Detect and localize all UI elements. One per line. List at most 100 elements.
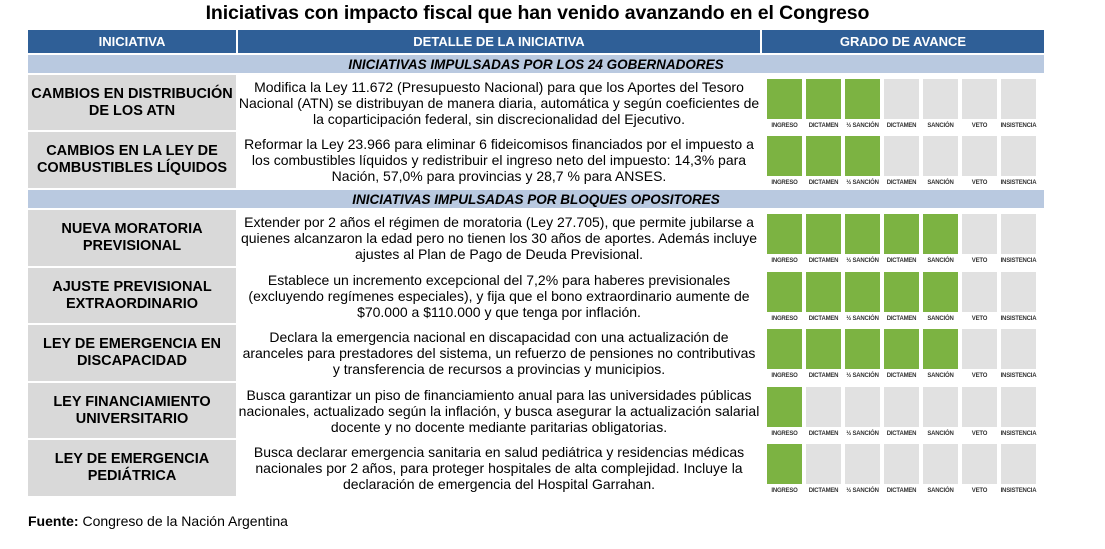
header-detail: DETALLE DE LA INICIATIVA — [238, 30, 762, 55]
stage-label: INSISTENCIA — [1000, 258, 1037, 264]
initiative-detail: Busca declarar emergencia sanitaria en s… — [238, 440, 762, 498]
stage: SANCIÓN — [923, 444, 958, 494]
stage: DICTAMEN — [806, 272, 841, 322]
stage: ½ SANCIÓN — [845, 214, 880, 264]
initiative-row: LEY FINANCIAMIENTO UNIVERSITARIO Busca ga… — [28, 383, 1044, 440]
source-note: Fuente: Congreso de la Nación Argentina — [28, 513, 288, 529]
stage: INSISTENCIA — [1000, 214, 1037, 264]
page-title: Iniciativas con impacto fiscal que han v… — [205, 2, 870, 24]
stage-label: VETO — [971, 123, 988, 129]
stage-label: SANCIÓN — [927, 180, 954, 186]
stage: DICTAMEN — [884, 444, 919, 494]
stage-label: SANCIÓN — [927, 316, 954, 322]
stage-box-pending — [962, 444, 997, 484]
stage-label: INGRESO — [771, 258, 798, 264]
initiative-row: LEY DE EMERGENCIA EN DISCAPACIDAD Declara… — [28, 325, 1044, 383]
stage-label: ½ SANCIÓN — [846, 488, 879, 494]
initiative-name: AJUSTE PREVISIONAL EXTRAORDINARIO — [28, 268, 238, 325]
progress-cell: INGRESO DICTAMEN ½ SANCIÓN DICTAMEN SANCIÓN V… — [762, 268, 1044, 325]
stage-box-pending — [806, 387, 841, 427]
header-initiative: INICIATIVA — [28, 30, 238, 55]
stage: VETO — [962, 214, 997, 264]
stage-label: SANCIÓN — [927, 488, 954, 494]
stage-box-completed — [845, 79, 880, 119]
progress-cell: INGRESO DICTAMEN ½ SANCIÓN DICTAMEN SANCIÓN V… — [762, 75, 1044, 132]
stage-label: INGRESO — [771, 316, 798, 322]
progress-stages: INGRESO DICTAMEN ½ SANCIÓN DICTAMEN SANCIÓN V… — [762, 268, 1044, 322]
initiative-row: LEY DE EMERGENCIA PEDIÁTRICA Busca declar… — [28, 440, 1044, 498]
stage: SANCIÓN — [923, 329, 958, 379]
progress-cell: INGRESO DICTAMEN ½ SANCIÓN DICTAMEN SANCIÓN V… — [762, 440, 1044, 498]
stage: DICTAMEN — [884, 79, 919, 129]
stage-box-completed — [767, 329, 802, 369]
stage-label: DICTAMEN — [886, 373, 917, 379]
stage-label: SANCIÓN — [927, 373, 954, 379]
stage-label: DICTAMEN — [886, 431, 917, 437]
stage-box-pending — [962, 79, 997, 119]
stage-label: INSISTENCIA — [1000, 373, 1037, 379]
stage: VETO — [962, 79, 997, 129]
stage: ½ SANCIÓN — [845, 387, 880, 437]
stage-box-pending — [884, 444, 919, 484]
stage-label: ½ SANCIÓN — [846, 316, 879, 322]
stage-box-pending — [845, 387, 880, 427]
progress-stages: INGRESO DICTAMEN ½ SANCIÓN DICTAMEN SANCIÓN V… — [762, 440, 1044, 494]
stage-label: DICTAMEN — [808, 373, 839, 379]
stage-label: VETO — [971, 258, 988, 264]
progress-cell: INGRESO DICTAMEN ½ SANCIÓN DICTAMEN SANCIÓN V… — [762, 132, 1044, 190]
stage-box-pending — [923, 136, 958, 176]
stage: ½ SANCIÓN — [845, 329, 880, 379]
stage-box-completed — [806, 329, 841, 369]
stage-label: SANCIÓN — [927, 123, 954, 129]
stage: INGRESO — [767, 272, 802, 322]
stage-box-pending — [1001, 272, 1036, 312]
stage-box-completed — [806, 79, 841, 119]
stage: SANCIÓN — [923, 136, 958, 186]
initiative-row: CAMBIOS EN LA LEY DE COMBUSTIBLES LÍQUID… — [28, 132, 1044, 190]
stage-box-completed — [923, 272, 958, 312]
stage-label: INSISTENCIA — [1000, 316, 1037, 322]
stage-label: INGRESO — [771, 488, 798, 494]
stage: DICTAMEN — [806, 329, 841, 379]
stage: SANCIÓN — [923, 387, 958, 437]
stage: INSISTENCIA — [1001, 387, 1037, 437]
stage-label: DICTAMEN — [808, 488, 839, 494]
stage-label: VETO — [971, 316, 988, 322]
progress-cell: INGRESO DICTAMEN ½ SANCIÓN DICTAMEN SANCIÓN V… — [762, 325, 1044, 383]
stage: VETO — [962, 444, 997, 494]
stage-label: VETO — [971, 180, 988, 186]
stage: DICTAMEN — [806, 387, 841, 437]
section-title: INICIATIVAS IMPULSADAS POR LOS 24 GOBERN… — [28, 55, 1044, 75]
stage-label: SANCIÓN — [927, 431, 954, 437]
initiative-detail: Establece un incremento excepcional del … — [238, 268, 762, 325]
stage: DICTAMEN — [884, 329, 919, 379]
stage-label: ½ SANCIÓN — [846, 431, 879, 437]
stage-box-pending — [923, 79, 958, 119]
section-row: INICIATIVAS IMPULSADAS POR BLOQUES OPOSI… — [28, 190, 1044, 210]
stage-label: DICTAMEN — [886, 180, 917, 186]
stage-box-pending — [962, 387, 997, 427]
stage-box-pending — [962, 272, 997, 312]
stage-label: INSISTENCIA — [1000, 123, 1037, 129]
stage-label: INSISTENCIA — [1000, 180, 1037, 186]
stage-box-pending — [1001, 387, 1036, 427]
header-progress: GRADO DE AVANCE — [762, 30, 1044, 55]
stage: VETO — [962, 387, 997, 437]
stage-box-completed — [845, 136, 880, 176]
initiative-name: LEY FINANCIAMIENTO UNIVERSITARIO — [28, 383, 238, 440]
stage-box-pending — [1001, 136, 1036, 176]
stage-box-completed — [806, 272, 841, 312]
stage-label: DICTAMEN — [808, 316, 839, 322]
initiative-detail: Extender por 2 años el régimen de morato… — [238, 210, 762, 268]
stage: ½ SANCIÓN — [845, 136, 880, 186]
initiative-name: CAMBIOS EN DISTRIBUCIÓN DE LOS ATN — [28, 75, 238, 132]
table-header-row: INICIATIVA DETALLE DE LA INICIATIVA GRAD… — [28, 30, 1044, 55]
stage-box-completed — [845, 214, 880, 254]
stage: SANCIÓN — [923, 79, 958, 129]
stage: INSISTENCIA — [1000, 136, 1037, 186]
section-row: INICIATIVAS IMPULSADAS POR LOS 24 GOBERN… — [28, 55, 1044, 75]
stage-box-pending — [806, 444, 841, 484]
stage-box-pending — [884, 387, 919, 427]
stage-label: INGRESO — [771, 373, 798, 379]
progress-stages: INGRESO DICTAMEN ½ SANCIÓN DICTAMEN SANCIÓN V… — [762, 75, 1044, 129]
